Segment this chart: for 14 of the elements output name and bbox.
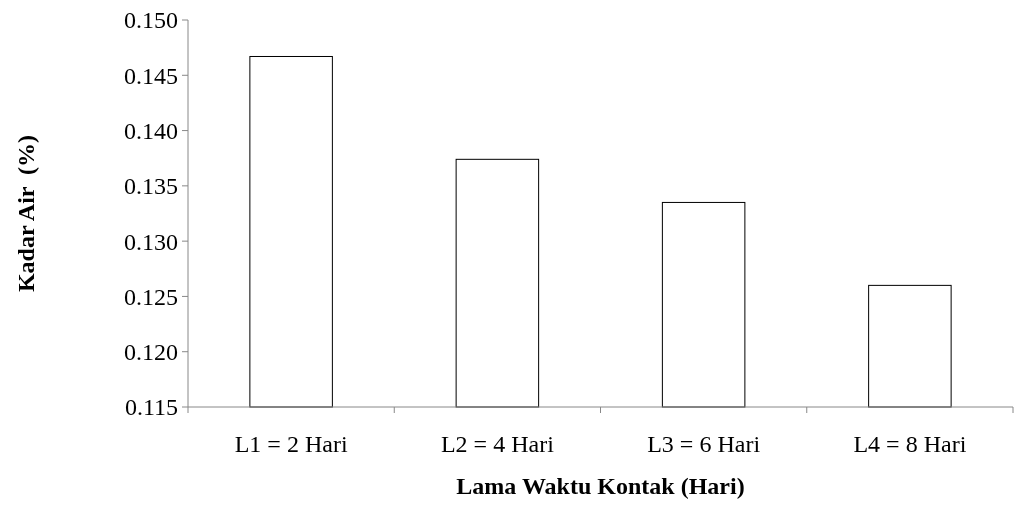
y-tick-label: 0.115: [124, 394, 178, 421]
x-tick-label: L1 = 2 Hari: [234, 431, 348, 457]
y-tick-label: 0.145: [124, 62, 178, 89]
x-tick-label: L3 = 6 Hari: [647, 431, 761, 457]
y-tick-label: 0.140: [124, 117, 178, 144]
x-tick-label: L4 = 8 Hari: [853, 431, 967, 457]
x-axis-title: Lama Waktu Kontak (Hari): [456, 473, 745, 499]
y-tick-label: 0.125: [124, 283, 178, 310]
y-tick-label: 0.130: [124, 228, 178, 255]
y-axis-title: Kadar Air (%): [13, 134, 39, 293]
x-tick-label: L2 = 4 Hari: [440, 431, 555, 457]
y-tick-label: 0.135: [124, 173, 178, 200]
y-tick-label: 0.150: [124, 7, 178, 34]
y-tick-label: 0.120: [124, 339, 178, 366]
